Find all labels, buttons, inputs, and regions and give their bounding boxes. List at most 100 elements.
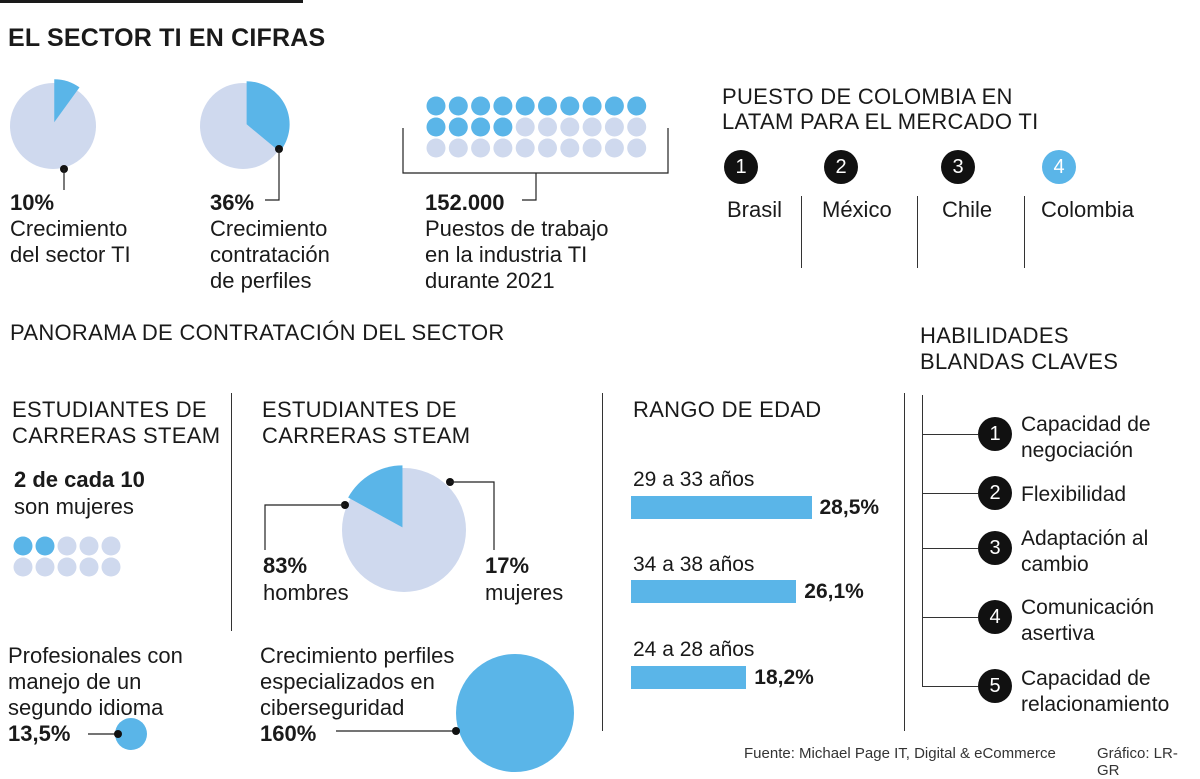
jobs-dot [538,96,557,116]
steam1-title-1: ESTUDIANTES DE [12,397,207,422]
skill-2-badge: 2 [978,476,1012,510]
stat-jobs-label-1: Puestos de trabajo [425,216,609,241]
jobs-dot [471,96,491,116]
men-label: hombres [263,580,349,605]
jobs-dot [560,117,580,137]
jobs-leader [522,173,537,201]
rank-2-badge: 2 [824,150,858,184]
language-line-2: manejo de un [8,669,142,694]
skill-4-line-1: Comunicación [1021,596,1155,619]
rank-3-country: Chile [942,197,993,222]
cyber-line-2: especializados en [260,669,435,694]
women-ratio: 2 de cada 10 [14,467,145,492]
women-dot [57,557,77,577]
skills-tree-line [922,395,923,687]
skills-tree-branch [922,493,978,494]
steam2-title-1: ESTUDIANTES DE [262,397,457,422]
age-bar-value-3: 18,2% [754,666,814,689]
column-divider [904,393,905,731]
pie-sector-growth-base [10,83,96,169]
cyber-line-1: Crecimiento perfiles [260,643,455,668]
age-title: RANGO DE EDAD [633,397,822,422]
stat-sector-growth-value: 10% [10,190,55,215]
jobs-dot [627,138,647,158]
rank-4-badge: 4 [1042,150,1076,184]
age-bar-label-3: 24 a 28 años [633,638,755,661]
language-line-1: Profesionales con [8,643,183,668]
women-dot [35,557,55,577]
pie-steam-gender-slice-mujeres [348,465,403,528]
stat-sector-growth-label-1: Crecimiento [10,216,128,241]
cyber-marker [452,727,460,735]
age-bar-label-1: 29 a 33 años [633,468,755,491]
jobs-dot [448,138,468,158]
jobs-dot [604,138,624,158]
jobs-dot [582,96,602,116]
jobs-dot [426,117,446,137]
jobs-dot [493,117,513,137]
skills-title-1: HABILIDADES [920,323,1069,348]
skills-tree-branch [922,548,978,549]
jobs-dot [582,138,602,158]
women-label: mujeres [485,580,564,605]
jobs-dot [604,117,624,137]
language-circle [115,718,147,750]
top-rule [0,0,303,3]
pie-hiring-growth-slice-crecimiento [246,81,290,152]
skills-title-2: BLANDAS CLAVES [920,349,1119,374]
jobs-dot [515,117,535,137]
jobs-dot [560,96,580,116]
skills-tree-branch [922,617,978,618]
jobs-dot [515,96,535,116]
stat-hiring-growth-label-3: de perfiles [210,268,312,293]
jobs-dot [515,138,535,158]
jobs-dot [582,117,602,137]
pie-steam-women-leader [450,481,495,550]
skill-5-line-1: Capacidad de [1021,667,1151,690]
skill-5-badge: 5 [978,669,1012,703]
steam2-title-2: CARRERAS STEAM [262,423,471,448]
women-value: 17% [485,553,530,578]
rank-3-badge: 3 [941,150,975,184]
skill-2-line-1: Flexibilidad [1021,483,1127,506]
age-bar-value-1: 28,5% [819,496,880,519]
language-line-3: segundo idioma [8,695,164,720]
jobs-dot [426,96,446,116]
jobs-dot [448,117,468,137]
ranking-title-2: LATAM PARA EL MERCADO TI [722,109,1039,134]
cyber-circle [456,654,574,772]
skill-3-line-1: Adaptación al [1021,527,1149,550]
women-dot [13,536,33,556]
skill-1-line-1: Capacidad de [1021,413,1151,436]
women-dot [57,536,77,556]
panorama-title: PANORAMA DE CONTRATACIÓN DEL SECTOR [10,320,505,345]
rank-4-country: Colombia [1041,197,1134,222]
rank-2-country: México [822,197,892,222]
jobs-dot [493,138,513,158]
skills-tree-branch [922,686,978,687]
stat-jobs-label-2: en la industria TI [425,242,588,267]
pie-sector-growth-slice-crecimiento [54,79,80,123]
pie-hiring-growth-leader [265,149,280,201]
women-dot [79,557,99,577]
age-bar-2 [631,580,797,603]
stat-hiring-growth-value: 36% [210,190,255,215]
language-marker [114,730,122,738]
jobs-dot [538,117,557,137]
stat-hiring-growth-label-1: Crecimiento [210,216,328,241]
pie-steam-men-leader [264,504,345,550]
rank-divider [801,196,802,268]
skills-tree-branch [922,434,978,435]
jobs-dot [471,117,491,137]
cyber-line-3: ciberseguridad [260,695,405,720]
skill-4-line-2: asertiva [1021,622,1095,645]
source-note: Fuente: Michael Page IT, Digital & eComm… [744,745,1056,762]
women-dot [79,536,99,556]
skill-1-line-2: negociación [1021,439,1134,462]
jobs-dot [538,138,557,158]
women-dot [101,557,121,577]
age-bar-1 [631,496,812,519]
stat-hiring-growth-label-2: contratación [210,242,330,267]
rank-divider [1024,196,1025,268]
